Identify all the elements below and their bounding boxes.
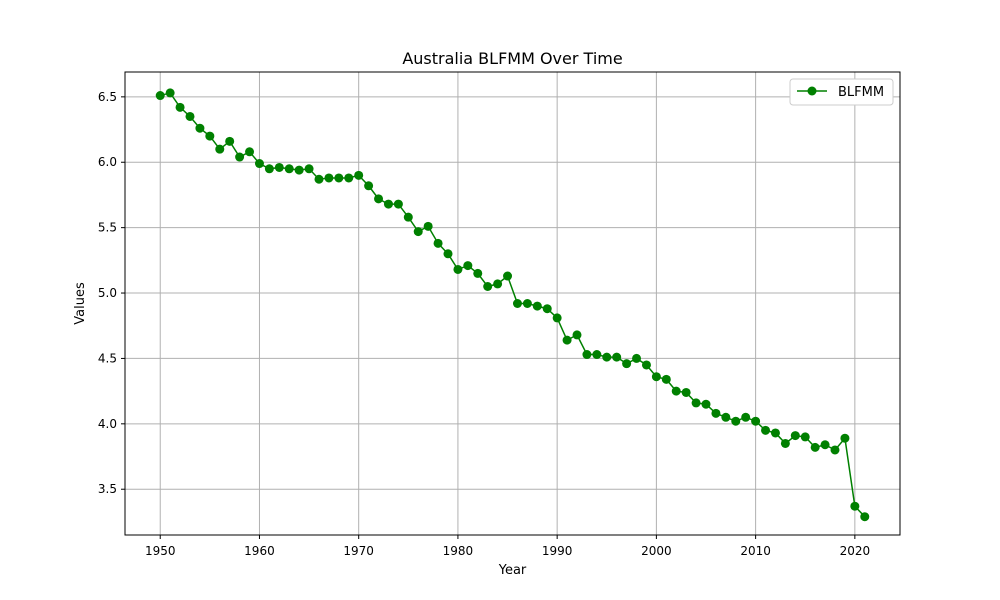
- data-point: [403, 212, 413, 222]
- data-point: [761, 425, 771, 435]
- y-tick-label: 4.5: [98, 351, 117, 365]
- series-blfmm: [155, 88, 870, 522]
- grid: [125, 72, 900, 535]
- data-point: [770, 428, 780, 438]
- data-point: [592, 350, 602, 360]
- x-tick-label: 2020: [840, 544, 871, 558]
- data-point: [562, 335, 572, 345]
- data-point: [165, 88, 175, 98]
- data-point: [602, 352, 612, 362]
- data-point: [294, 165, 304, 175]
- data-point: [552, 313, 562, 323]
- data-point: [701, 399, 711, 409]
- data-point: [473, 268, 483, 278]
- data-point: [850, 501, 860, 511]
- data-point: [463, 261, 473, 271]
- data-point: [443, 249, 453, 259]
- x-axis-label: Year: [498, 563, 527, 578]
- data-point: [681, 387, 691, 397]
- data-point: [393, 199, 403, 209]
- data-point: [314, 174, 324, 184]
- data-point: [512, 299, 522, 308]
- data-point: [453, 264, 463, 274]
- data-point: [522, 299, 532, 308]
- axis-ticks: 1950 1960 1970 1980 1990 2000 2010 2020 3.5 4.0 4.…: [98, 90, 870, 558]
- data-point: [820, 440, 830, 450]
- data-point: [612, 352, 622, 362]
- data-point: [344, 173, 354, 183]
- data-point: [225, 136, 235, 146]
- data-point: [721, 412, 731, 422]
- x-tick-label: 2000: [641, 544, 672, 558]
- data-point: [215, 144, 225, 154]
- data-point: [503, 271, 513, 281]
- data-point: [830, 445, 840, 455]
- legend-marker: [807, 86, 817, 96]
- legend-label: BLFMM: [838, 85, 884, 100]
- data-point: [641, 360, 651, 370]
- data-point: [661, 374, 671, 384]
- data-point: [195, 123, 205, 133]
- data-point: [483, 281, 493, 291]
- data-point: [622, 359, 632, 369]
- data-point: [413, 227, 423, 237]
- x-tick-label: 2010: [740, 544, 771, 558]
- data-point: [245, 147, 255, 157]
- x-tick-label: 1990: [542, 544, 573, 558]
- data-point: [264, 164, 274, 174]
- data-point: [354, 170, 364, 180]
- data-point: [493, 279, 503, 289]
- data-point: [632, 353, 642, 363]
- data-point: [572, 330, 582, 340]
- x-tick-label: 1980: [443, 544, 474, 558]
- data-point: [651, 372, 661, 382]
- data-point: [364, 181, 374, 191]
- x-tick-label: 1960: [244, 544, 275, 558]
- data-point: [860, 512, 870, 522]
- legend-box: [789, 78, 894, 106]
- data-point: [741, 412, 751, 422]
- y-axis-label: Values: [73, 282, 88, 325]
- data-point: [185, 111, 195, 121]
- data-point: [582, 350, 592, 360]
- data-point: [671, 386, 681, 396]
- y-tick-label: 6.5: [98, 90, 117, 104]
- data-point: [433, 238, 443, 248]
- data-point: [235, 152, 245, 162]
- data-point: [800, 432, 810, 442]
- data-point: [691, 398, 701, 408]
- data-point: [532, 301, 542, 311]
- data-point: [304, 164, 314, 174]
- data-point: [383, 199, 393, 209]
- data-point: [374, 194, 384, 204]
- y-tick-label: 5.5: [98, 221, 117, 235]
- data-point: [175, 102, 185, 112]
- y-tick-label: 3.5: [98, 482, 117, 496]
- data-point: [790, 431, 800, 441]
- data-point: [751, 416, 761, 426]
- data-point: [731, 416, 741, 426]
- data-point: [780, 438, 790, 448]
- data-point: [711, 408, 721, 418]
- legend: BLFMM: [789, 78, 894, 106]
- data-point: [810, 442, 820, 452]
- chart-title: Australia BLFMM Over Time: [402, 49, 622, 68]
- data-point: [205, 131, 215, 141]
- y-tick-label: 4.0: [98, 417, 117, 431]
- data-point: [324, 173, 334, 183]
- data-point: [840, 433, 850, 443]
- data-point: [423, 221, 433, 231]
- data-point: [274, 162, 284, 172]
- y-tick-label: 5.0: [98, 286, 117, 300]
- data-point: [334, 173, 344, 183]
- plot-frame: [124, 71, 901, 536]
- y-tick-label: 6.0: [98, 155, 117, 169]
- data-point: [542, 304, 552, 314]
- x-tick-label: 1970: [343, 544, 374, 558]
- data-point: [284, 164, 294, 174]
- x-tick-label: 1950: [145, 544, 176, 558]
- data-point: [155, 91, 165, 101]
- data-point: [254, 159, 264, 169]
